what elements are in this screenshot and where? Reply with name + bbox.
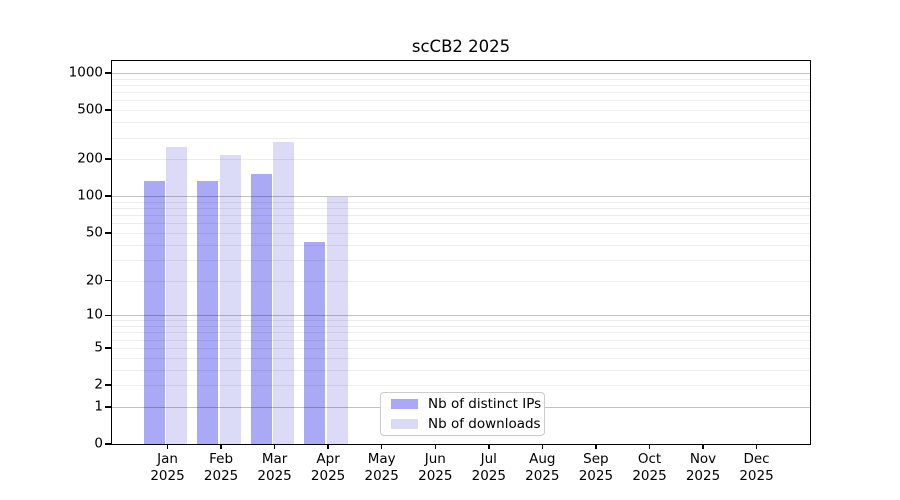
x-tick-label: Jan 2025	[128, 451, 208, 485]
y-tick	[105, 158, 111, 160]
chart-title: scCB2 2025	[411, 37, 511, 56]
x-label-month: Dec	[743, 451, 770, 467]
x-label-year: 2025	[632, 468, 667, 484]
y-tick	[105, 109, 111, 111]
x-label-year: 2025	[685, 468, 721, 484]
y-tick	[105, 279, 111, 282]
x-tick-label: Dec 2025	[717, 451, 797, 485]
y-tick-label: 50	[85, 224, 103, 241]
x-label-year: 2025	[578, 468, 614, 484]
x-label-month: May	[367, 451, 396, 467]
x-label-year: 2025	[418, 468, 453, 484]
legend-swatch-downloads	[391, 419, 418, 429]
y-tick-label: 2	[94, 376, 103, 393]
legend-item-distinct-ips: Nb of distinct IPs	[391, 396, 544, 412]
gridline-minor	[112, 100, 810, 102]
x-tick-label: Nov 2025	[663, 451, 743, 485]
x-label-year: 2025	[364, 468, 399, 484]
x-tick	[434, 444, 436, 449]
x-tick-label: Mar 2025	[235, 451, 315, 485]
y-tick	[105, 232, 111, 234]
y-tick-label: 0	[94, 435, 103, 452]
y-tick-label: 1	[94, 398, 103, 415]
legend-label-downloads: Nb of downloads	[428, 416, 541, 432]
x-label-month: Nov	[689, 451, 717, 467]
x-tick-label: Aug 2025	[502, 451, 582, 485]
gridline-minor	[112, 159, 810, 161]
y-tick-label: 1000	[68, 64, 103, 81]
x-label-month: Apr	[316, 451, 340, 467]
y-tick	[105, 72, 111, 74]
x-label-month: Jun	[424, 451, 446, 467]
y-tick-label: 10	[85, 306, 103, 323]
y-tick	[105, 384, 111, 386]
x-label-year: 2025	[471, 468, 506, 484]
bar-distinct-ips	[143, 180, 165, 444]
y-tick	[105, 406, 111, 408]
x-tick	[488, 444, 490, 449]
x-label-month: Jan	[157, 451, 178, 467]
legend: Nb of distinct IPs Nb of downloads	[380, 392, 545, 436]
x-tick	[327, 444, 329, 449]
bar-distinct-ips	[304, 242, 326, 444]
y-tick	[105, 314, 111, 316]
x-label-month: Sep	[583, 451, 609, 467]
x-tick	[541, 444, 544, 449]
x-label-month: Oct	[637, 451, 662, 467]
x-label-month: Feb	[209, 451, 234, 467]
x-label-year: 2025	[203, 468, 239, 484]
bar-distinct-ips	[197, 180, 218, 444]
x-label-year: 2025	[257, 468, 292, 484]
gridline-minor	[112, 122, 810, 124]
bar-distinct-ips	[250, 174, 272, 444]
x-tick-label: May 2025	[342, 451, 422, 485]
x-label-month: Aug	[529, 451, 556, 467]
x-tick	[755, 444, 758, 449]
gridline-minor	[112, 84, 810, 86]
y-tick-label: 200	[77, 150, 103, 167]
x-tick	[220, 444, 222, 449]
bar-downloads	[219, 155, 241, 444]
y-tick	[105, 443, 111, 445]
plot-area	[111, 60, 811, 445]
y-tick-label: 100	[77, 187, 103, 204]
x-tick-label: Oct 2025	[610, 451, 690, 485]
gridline-minor	[112, 92, 810, 94]
x-tick	[648, 444, 651, 449]
bar-downloads	[166, 147, 187, 444]
x-tick	[273, 444, 276, 449]
x-label-year: 2025	[525, 468, 560, 484]
x-label-month: Jul	[480, 451, 497, 467]
x-tick-label: Feb 2025	[181, 451, 261, 485]
y-tick-label: 5	[94, 339, 103, 356]
legend-label-distinct-ips: Nb of distinct IPs	[428, 396, 542, 412]
x-label-year: 2025	[310, 468, 346, 484]
bar-downloads	[273, 141, 295, 444]
gridline-minor	[112, 137, 810, 139]
x-tick-label: Apr 2025	[288, 451, 368, 485]
x-label-year: 2025	[150, 468, 185, 484]
legend-swatch-distinct-ips	[391, 399, 418, 409]
x-tick	[702, 444, 704, 449]
x-label-year: 2025	[739, 468, 774, 484]
gridline-minor	[112, 110, 810, 112]
x-tick-label: Jun 2025	[395, 451, 475, 485]
x-tick-label: Sep 2025	[556, 451, 636, 485]
x-label-month: Mar	[261, 451, 288, 467]
x-tick	[380, 444, 383, 449]
y-tick	[105, 195, 111, 197]
y-tick-label: 20	[85, 272, 103, 289]
bar-downloads	[326, 197, 348, 444]
legend-item-downloads: Nb of downloads	[391, 416, 544, 432]
y-tick	[105, 347, 111, 349]
gridline-minor	[112, 78, 810, 80]
gridline-major	[112, 72, 810, 74]
x-tick-label: Jul 2025	[449, 451, 529, 485]
x-tick	[166, 444, 169, 449]
x-tick	[595, 444, 597, 449]
y-tick-label: 500	[77, 101, 103, 118]
